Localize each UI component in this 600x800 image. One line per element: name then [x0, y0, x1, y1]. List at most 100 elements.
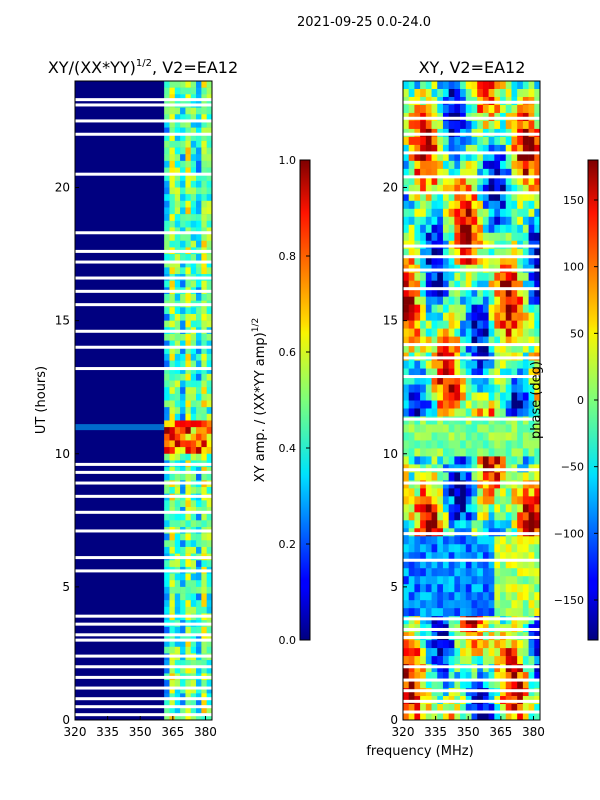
phase-cell — [460, 704, 467, 713]
phase-cell — [454, 552, 461, 561]
phase-cell — [454, 360, 461, 369]
phase-cell — [442, 408, 449, 417]
phase-cell — [460, 184, 467, 194]
phase-cell — [482, 712, 489, 720]
phase-cell — [500, 600, 507, 609]
phase-cell — [505, 424, 512, 433]
amplitude-cell — [180, 380, 186, 388]
phase-cell — [465, 600, 472, 609]
phase-cell — [408, 672, 415, 681]
amplitude-cell — [206, 633, 212, 641]
phase-cell — [505, 680, 512, 689]
amplitude-cell — [201, 646, 207, 654]
phase-cell — [448, 408, 455, 417]
phase-cell — [505, 224, 512, 234]
amplitude-cell — [185, 174, 192, 182]
amplitude-cell — [180, 540, 186, 548]
phase-cell — [431, 208, 438, 218]
amplitude-x-tick-label: 335 — [96, 725, 119, 739]
phase-cell — [522, 536, 529, 545]
phase-cell — [420, 248, 427, 258]
phase-cell — [471, 328, 478, 337]
amplitude-cell — [196, 220, 202, 228]
phase-cell — [505, 648, 512, 657]
amplitude-cell — [169, 280, 176, 288]
amplitude-cell — [190, 140, 197, 148]
phase-cell — [431, 408, 438, 417]
amplitude-cell — [180, 706, 186, 714]
amplitude-cell — [169, 420, 176, 428]
amplitude-cell — [180, 533, 186, 541]
phase-data-gap — [403, 699, 540, 703]
amplitude-cell — [206, 467, 212, 475]
phase-cell — [454, 168, 461, 178]
phase-cell — [437, 448, 444, 457]
amplitude-data-gap — [75, 654, 212, 658]
amplitude-cell — [201, 200, 207, 208]
amplitude-cell — [190, 633, 197, 641]
phase-cell — [448, 360, 455, 369]
phase-cell — [517, 152, 524, 162]
amplitude-cell — [180, 626, 186, 634]
phase-cell — [522, 432, 529, 441]
amplitude-cell — [201, 433, 207, 441]
amplitude-cell — [196, 180, 202, 188]
phase-cell — [403, 400, 410, 409]
amplitude-cell — [185, 440, 192, 448]
phase-cell — [528, 408, 535, 417]
phase-cell — [494, 672, 501, 681]
phase-cell — [465, 320, 472, 329]
phase-cell — [465, 160, 472, 170]
amplitude-cell — [185, 147, 192, 155]
amplitude-cell — [174, 313, 181, 321]
amplitude-cell — [185, 320, 192, 328]
amplitude-cell — [169, 307, 176, 315]
x-axis-label: frequency (MHz) — [366, 744, 473, 759]
phase-cell — [408, 424, 415, 433]
phase-cell — [471, 432, 478, 441]
amplitude-cell — [196, 360, 202, 368]
phase-cell — [471, 272, 478, 281]
phase-cell — [482, 704, 489, 713]
phase-cell — [517, 552, 524, 561]
phase-cell — [414, 344, 421, 353]
amplitude-cell — [206, 94, 212, 102]
amplitude-cell — [169, 533, 176, 541]
phase-cell — [522, 584, 529, 593]
phase-cell — [414, 400, 421, 409]
amplitude-cell — [206, 606, 212, 614]
phase-cell — [414, 536, 421, 545]
phase-cell — [471, 88, 478, 98]
amplitude-cell — [164, 214, 170, 222]
phase-cell — [414, 552, 421, 561]
phase-cell — [511, 88, 518, 98]
phase-y-tick-label: 10 — [383, 447, 398, 461]
phase-colorbar-label: phase (deg) — [529, 361, 544, 439]
phase-cell — [471, 408, 478, 417]
phase-cell — [414, 640, 421, 649]
phase-cell — [522, 168, 529, 178]
phase-cell — [522, 400, 529, 409]
phase-cell — [437, 680, 444, 689]
phase-cell — [488, 200, 495, 210]
phase-cell — [477, 656, 484, 665]
phase-cell — [448, 584, 455, 593]
phase-cell — [420, 424, 427, 433]
amplitude-cell — [164, 387, 170, 395]
phase-cell — [431, 552, 438, 561]
phase-cell — [420, 672, 427, 681]
phase-cell — [500, 456, 507, 465]
amplitude-cell — [169, 320, 176, 328]
phase-cell — [431, 104, 438, 114]
amplitude-cell — [185, 333, 192, 341]
phase-cell — [494, 432, 501, 441]
phase-cell — [403, 392, 410, 401]
phase-cell — [431, 256, 438, 266]
amplitude-data-gap — [75, 705, 212, 709]
phase-cell — [505, 472, 512, 481]
phase-cell — [420, 704, 427, 713]
phase-cell — [442, 376, 449, 385]
phase-cell — [460, 432, 467, 441]
phase-cell — [431, 472, 438, 481]
phase-cell — [465, 456, 472, 465]
